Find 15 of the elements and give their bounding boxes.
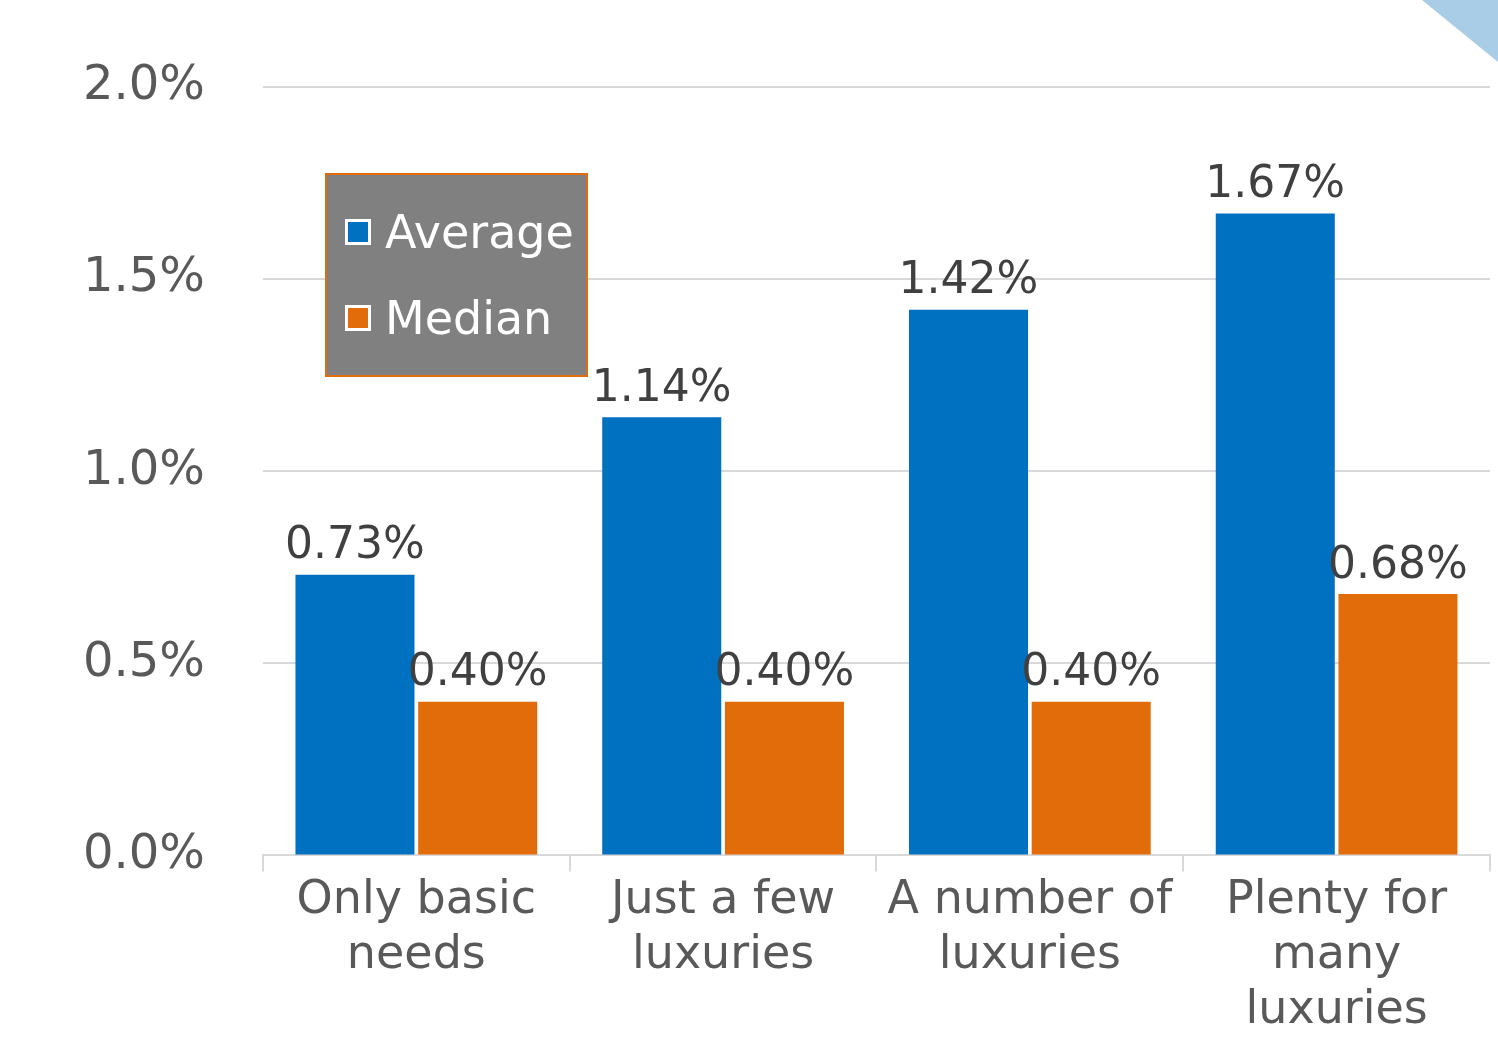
y-tick-label: 1.0% [82, 438, 205, 495]
data-label: 1.14% [591, 359, 732, 411]
y-tick-label: 1.5% [82, 246, 205, 303]
y-tick-label: 0.5% [82, 630, 205, 687]
x-tick-label: A number of luxuries [887, 869, 1174, 980]
y-tick-label: 0.0% [82, 822, 205, 879]
legend-label: Average [384, 204, 574, 259]
data-label: 1.67% [1205, 156, 1346, 208]
x-tick-label: Plenty for many luxuries [1226, 869, 1448, 1035]
x-tick-label: Just a few luxuries [607, 869, 836, 980]
data-label: 1.42% [898, 252, 1039, 304]
legend-label: Median [384, 290, 553, 345]
x-tick-label: Only basic needs [296, 869, 537, 980]
data-label: 0.73% [285, 517, 425, 569]
y-tick-label: 2.0% [82, 54, 205, 111]
